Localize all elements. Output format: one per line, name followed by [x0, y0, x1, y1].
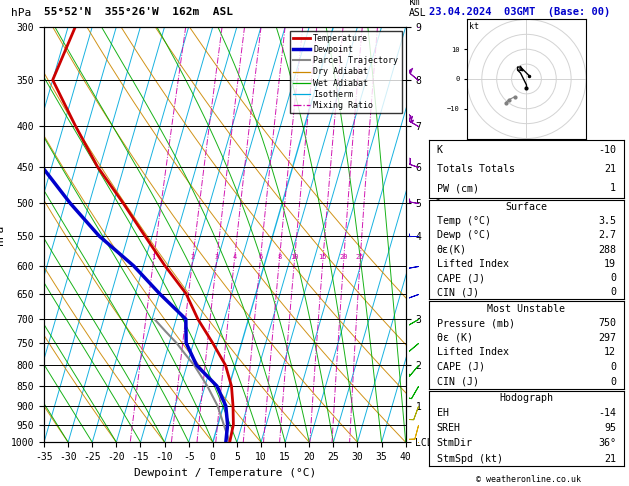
Text: © weatheronline.co.uk: © weatheronline.co.uk — [476, 474, 581, 484]
Text: 0: 0 — [610, 377, 616, 386]
Text: Temp (°C): Temp (°C) — [437, 216, 491, 226]
Text: 0: 0 — [610, 362, 616, 372]
Text: θε(K): θε(K) — [437, 244, 467, 255]
Y-axis label: hPa: hPa — [0, 225, 5, 244]
Text: 750: 750 — [598, 318, 616, 328]
Text: 3: 3 — [214, 254, 219, 260]
Text: StmDir: StmDir — [437, 438, 473, 449]
Text: Most Unstable: Most Unstable — [487, 304, 565, 313]
Text: CAPE (J): CAPE (J) — [437, 273, 485, 283]
Text: 15: 15 — [319, 254, 327, 260]
Y-axis label: Mixing Ratio (g/kg): Mixing Ratio (g/kg) — [436, 179, 446, 290]
Text: -10: -10 — [598, 145, 616, 155]
Text: 23.04.2024  03GMT  (Base: 00): 23.04.2024 03GMT (Base: 00) — [429, 7, 610, 17]
Text: CIN (J): CIN (J) — [437, 287, 479, 297]
Text: θε (K): θε (K) — [437, 333, 473, 343]
Text: 4: 4 — [232, 254, 237, 260]
Text: StmSpd (kt): StmSpd (kt) — [437, 453, 503, 464]
Text: kt: kt — [469, 22, 479, 31]
Text: EH: EH — [437, 408, 448, 418]
Text: Lifted Index: Lifted Index — [437, 347, 509, 357]
Text: 36°: 36° — [598, 438, 616, 449]
Text: Lifted Index: Lifted Index — [437, 259, 509, 269]
Text: 95: 95 — [604, 423, 616, 434]
Text: hPa: hPa — [11, 8, 31, 18]
Text: 6: 6 — [258, 254, 262, 260]
Text: 20: 20 — [340, 254, 348, 260]
Text: 3.5: 3.5 — [598, 216, 616, 226]
Text: 297: 297 — [598, 333, 616, 343]
Text: 0: 0 — [610, 287, 616, 297]
Text: Pressure (mb): Pressure (mb) — [437, 318, 515, 328]
Text: 10: 10 — [290, 254, 299, 260]
Text: 2: 2 — [191, 254, 194, 260]
Text: Surface: Surface — [506, 202, 547, 212]
Legend: Temperature, Dewpoint, Parcel Trajectory, Dry Adiabat, Wet Adiabat, Isotherm, Mi: Temperature, Dewpoint, Parcel Trajectory… — [290, 31, 401, 113]
Text: 25: 25 — [356, 254, 364, 260]
Text: 12: 12 — [604, 347, 616, 357]
Text: 8: 8 — [277, 254, 281, 260]
Text: 21: 21 — [604, 453, 616, 464]
Text: SREH: SREH — [437, 423, 461, 434]
Text: 1: 1 — [152, 254, 156, 260]
Text: 2.7: 2.7 — [598, 230, 616, 241]
Text: PW (cm): PW (cm) — [437, 183, 479, 193]
Text: K: K — [437, 145, 443, 155]
Text: 0: 0 — [610, 273, 616, 283]
Text: Totals Totals: Totals Totals — [437, 164, 515, 174]
X-axis label: Dewpoint / Temperature (°C): Dewpoint / Temperature (°C) — [134, 468, 316, 478]
Text: CAPE (J): CAPE (J) — [437, 362, 485, 372]
Text: 21: 21 — [604, 164, 616, 174]
Text: km
ASL: km ASL — [409, 0, 427, 18]
Text: -14: -14 — [598, 408, 616, 418]
Text: 19: 19 — [604, 259, 616, 269]
Text: Dewp (°C): Dewp (°C) — [437, 230, 491, 241]
Text: 288: 288 — [598, 244, 616, 255]
Text: CIN (J): CIN (J) — [437, 377, 479, 386]
Text: Hodograph: Hodograph — [499, 393, 554, 403]
Text: 55°52'N  355°26'W  162m  ASL: 55°52'N 355°26'W 162m ASL — [44, 7, 233, 17]
Text: 1: 1 — [610, 183, 616, 193]
